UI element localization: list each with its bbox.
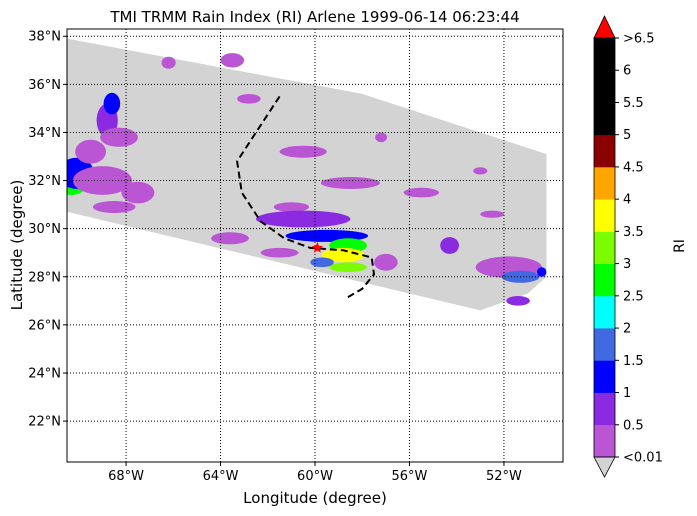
colorbar-label: RI bbox=[672, 239, 688, 253]
y-axis-ticks: 22°N 24°N 26°N 28°N 30°N 32°N 34°N 36°N 38°N bbox=[28, 30, 67, 430]
y-tick-label: 36°N bbox=[28, 78, 61, 93]
storm-center-marker bbox=[311, 241, 324, 253]
rain-cell bbox=[506, 296, 530, 306]
colorbar-tick-label: 6 bbox=[623, 64, 631, 79]
colorbar-tick-label: 2 bbox=[623, 322, 631, 337]
rain-cell bbox=[121, 181, 155, 204]
colorbar-segment bbox=[594, 263, 615, 297]
x-axis-label: Longitude (degree) bbox=[243, 489, 387, 507]
colorbar-segment bbox=[594, 328, 615, 361]
y-tick-label: 26°N bbox=[28, 318, 61, 333]
gridlines bbox=[67, 29, 563, 462]
colorbar-over-extension bbox=[593, 15, 616, 39]
rain-cell bbox=[103, 92, 121, 115]
colorbar-tick-label: <0.01 bbox=[623, 451, 663, 466]
rain-cell bbox=[100, 127, 138, 147]
x-tick-label: 52°W bbox=[486, 469, 522, 484]
colorbar-tick-label: 4.5 bbox=[623, 160, 644, 175]
rain-cell bbox=[260, 247, 299, 258]
y-tick-label: 28°N bbox=[28, 270, 61, 285]
rain-cell bbox=[329, 262, 367, 273]
rain-cell bbox=[473, 167, 488, 175]
rain-cell bbox=[480, 210, 504, 218]
rain-cell bbox=[279, 145, 327, 158]
colorbar-segment bbox=[594, 295, 615, 329]
chart-title: TMI TRMM Rain Index (RI) Arlene 1999-06-… bbox=[109, 8, 519, 26]
y-tick-label: 34°N bbox=[28, 126, 61, 141]
colorbar-segment bbox=[594, 166, 615, 200]
colorbar-tick-label: 5 bbox=[623, 128, 631, 143]
rain-cell bbox=[537, 267, 547, 277]
x-tick-label: 64°W bbox=[203, 469, 239, 484]
x-axis-ticks: 68°W 64°W 60°W 56°W 52°W bbox=[108, 462, 522, 484]
colorbar-tick-label: 1.5 bbox=[623, 354, 644, 369]
colorbar-segment bbox=[594, 199, 615, 232]
colorbar-tick-label: 1 bbox=[623, 386, 631, 401]
colorbar: <0.01 0.5 1 1.5 2 2.5 3 3.5 4 4.5 5 5.5 6 >6.5 bbox=[593, 15, 663, 478]
colorbar-frame bbox=[593, 37, 616, 458]
colorbar-under-extension bbox=[593, 456, 616, 478]
colorbar-segment bbox=[594, 134, 615, 168]
y-tick-label: 24°N bbox=[28, 366, 61, 381]
rain-cell bbox=[256, 210, 351, 228]
rain-cell bbox=[237, 94, 261, 104]
rain-cell bbox=[440, 237, 459, 254]
colorbar-tick-label: >6.5 bbox=[623, 32, 655, 47]
storm-track-line bbox=[236, 95, 376, 300]
y-axis-label: Latitude (degree) bbox=[8, 180, 26, 311]
x-tick-label: 56°W bbox=[392, 469, 428, 484]
y-tick-label: 30°N bbox=[28, 222, 61, 237]
y-tick-label: 22°N bbox=[28, 415, 61, 430]
colorbar-segment bbox=[594, 231, 615, 264]
rain-cell bbox=[220, 53, 245, 68]
rain-cell bbox=[211, 232, 249, 245]
colorbar-segment bbox=[594, 392, 615, 426]
rain-cell bbox=[161, 56, 176, 69]
colorbar-tick-label: 2.5 bbox=[623, 289, 644, 304]
rain-cell bbox=[322, 247, 365, 263]
rain-cell bbox=[310, 257, 334, 268]
y-tick-label: 32°N bbox=[28, 174, 61, 189]
rain-cell bbox=[273, 202, 310, 212]
rain-cell bbox=[320, 177, 380, 189]
rain-index-cells bbox=[67, 53, 547, 306]
colorbar-segment bbox=[594, 70, 615, 103]
rain-cell bbox=[403, 187, 439, 198]
rain-cell bbox=[374, 253, 398, 271]
colorbar-segment bbox=[594, 102, 615, 136]
colorbar-segment bbox=[594, 424, 615, 458]
colorbar-segment bbox=[594, 360, 615, 393]
x-tick-label: 68°W bbox=[108, 469, 144, 484]
colorbar-tick-label: 5.5 bbox=[623, 96, 644, 111]
y-tick-label: 38°N bbox=[28, 30, 61, 45]
colorbar-tick-label: 3 bbox=[623, 257, 631, 272]
colorbar-tick-label: 4 bbox=[623, 193, 631, 208]
x-tick-label: 60°W bbox=[297, 469, 333, 484]
rain-cell bbox=[75, 139, 106, 164]
rain-cell bbox=[375, 132, 387, 143]
rain-cell bbox=[92, 201, 136, 213]
colorbar-segment bbox=[594, 38, 615, 71]
rain-cell bbox=[72, 166, 132, 195]
colorbar-tick-label: 0.5 bbox=[623, 418, 644, 433]
satellite-swath bbox=[67, 38, 547, 311]
map-layer bbox=[67, 29, 563, 462]
colorbar-tick-label: 3.5 bbox=[623, 225, 644, 240]
